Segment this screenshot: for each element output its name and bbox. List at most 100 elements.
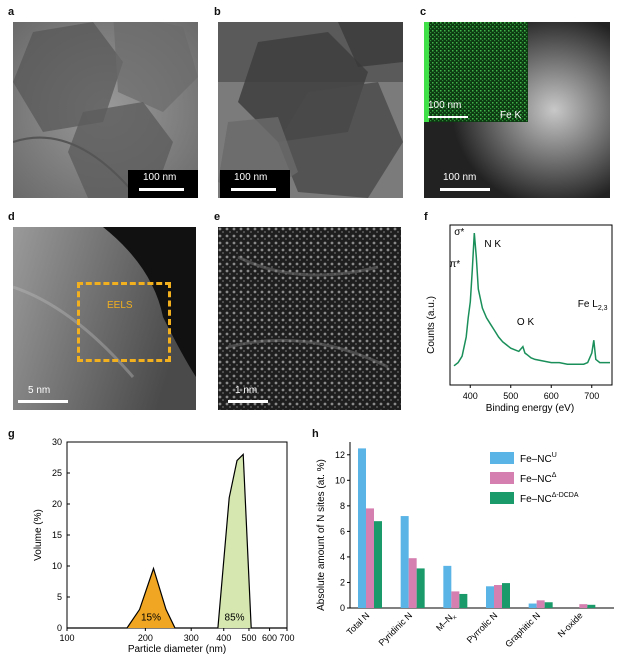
tem-image-a	[13, 22, 198, 198]
h-ytick-label-2: 4	[340, 552, 345, 562]
h-category-label-4: Graphitic N	[503, 610, 542, 649]
panel-letter-c: c	[420, 6, 427, 18]
scalebar-box-a	[128, 170, 198, 198]
g-distribution-line	[67, 453, 287, 629]
panel-letter-a: a	[8, 6, 15, 18]
g-xtick-label-5: 600	[262, 633, 277, 643]
scalebar-d	[18, 400, 68, 403]
g-xtick-label-6: 700	[279, 633, 294, 643]
panel-letter-h: h	[312, 428, 319, 440]
edx-map-graphic	[424, 22, 528, 122]
f-annotation-2: N K	[484, 239, 501, 250]
f-annotation-1: π*	[449, 259, 460, 270]
g-plot-frame	[66, 441, 288, 629]
h-bar-3-2	[502, 583, 510, 608]
h-bar-4-1	[536, 600, 545, 608]
stem-image-e-graphic	[218, 227, 401, 410]
h-bar-4-2	[544, 602, 553, 608]
scalebar-a	[139, 188, 184, 191]
h-bar-0-1	[366, 508, 374, 608]
h-legend-swatch-0	[490, 452, 514, 464]
stem-image-e	[218, 227, 401, 410]
eels-roi-box	[77, 282, 171, 362]
g-peak-label-0: 15%	[141, 613, 161, 624]
h-bar-1-0	[400, 516, 409, 608]
h-bar-2-0	[443, 565, 452, 608]
g-xtick-label-1: 200	[138, 633, 153, 643]
scalebar-c	[440, 188, 490, 191]
f-annotation-3: O K	[517, 317, 535, 328]
scalebar-b	[231, 188, 276, 191]
f-annotation-0: σ*	[454, 227, 464, 238]
scalebar-label-b: 100 nm	[234, 172, 268, 183]
panel-letter-e: e	[214, 211, 221, 223]
scalebar-label-a: 100 nm	[143, 172, 177, 183]
scalebar-e	[228, 400, 268, 403]
f-xtick-label-0: 400	[463, 391, 478, 401]
h-category-label-2: M–Nx	[434, 610, 458, 634]
h-legend-label-0: Fe–NCU	[520, 452, 557, 465]
f-annotation-4: Fe L2,3	[578, 299, 608, 312]
panel-letter-b: b	[214, 6, 221, 18]
g-ytick-label-4: 20	[52, 499, 62, 509]
f-xtick-label-1: 500	[503, 391, 518, 401]
f-xtick-label-2: 600	[544, 391, 559, 401]
f-plot-frame	[449, 224, 613, 386]
g-xtick-label-3: 400	[216, 633, 231, 643]
g-peak-fill-0	[127, 568, 175, 628]
scalebar-label-d: 5 nm	[28, 385, 51, 396]
scalebar-label-e: 1 nm	[235, 385, 258, 396]
g-ylabel: Volume (%)	[33, 509, 44, 561]
scalebar-box-b	[220, 170, 290, 198]
g-ytick-label-2: 10	[52, 561, 62, 571]
h-legend-label-2: Fe–NCΔ-DCDA	[520, 492, 579, 505]
h-ylabel: Absolute amount of N sites (at. %)	[316, 459, 327, 611]
h-bar-3-1	[494, 585, 502, 608]
h-bar-1-2	[416, 568, 425, 608]
h-category-label-5: N-oxide	[556, 610, 585, 639]
g-peak-fill-1	[217, 454, 252, 628]
g-xlabel: Particle diameter (nm)	[128, 644, 226, 655]
h-bar-0-2	[374, 521, 382, 608]
g-ytick-label-0: 0	[57, 623, 62, 633]
h-bar-3-0	[486, 586, 494, 608]
h-legend-label-1: Fe–NCΔ	[520, 472, 557, 485]
h-bar-1-1	[408, 558, 417, 608]
g-ytick-label-5: 25	[52, 468, 62, 478]
inset-scalebar-c	[428, 116, 468, 118]
h-bar-2-2	[459, 593, 468, 608]
particle-size-chart: Volume (%) Particle diameter (nm) 0 5 10 15…	[33, 437, 295, 655]
h-bar-0-0	[358, 448, 366, 608]
g-xtick-label-2: 300	[184, 633, 199, 643]
tem-image-a-graphic	[13, 22, 198, 198]
h-category-label-0: Total N	[345, 610, 372, 637]
h-category-label-3: Pyrrolic N	[465, 610, 500, 645]
h-bar-4-0	[528, 603, 537, 608]
g-xtick-label-0: 100	[59, 633, 74, 643]
f-xlabel: Binding energy (eV)	[486, 403, 574, 414]
n-sites-bar-chart: Absolute amount of N sites (at. %) 0 2 4 6 8…	[316, 442, 614, 649]
edx-map-inset	[424, 22, 528, 122]
g-ytick-label-1: 5	[57, 592, 62, 602]
inset-scalebar-label-c: 100 nm	[428, 100, 462, 111]
stem-image-d-graphic	[13, 227, 196, 410]
g-ytick-label-3: 15	[52, 530, 62, 540]
g-xtick-label-4: 500	[241, 633, 256, 643]
h-ytick-label-3: 6	[340, 526, 345, 536]
eels-roi-label: EELS	[107, 300, 133, 311]
eels-spectrum-chart: Counts (a.u.) Binding energy (eV) 400 500…	[426, 224, 613, 414]
h-legend-swatch-2	[490, 492, 514, 504]
h-ytick-label-4: 8	[340, 501, 345, 511]
h-ytick-label-5: 10	[335, 475, 345, 485]
inset-element-label-c: Fe K	[500, 110, 522, 121]
scalebar-label-c: 100 nm	[443, 172, 477, 183]
panel-letter-f: f	[424, 211, 428, 223]
stem-image-d	[13, 227, 196, 410]
f-ylabel: Counts (a.u.)	[426, 296, 437, 354]
h-legend-swatch-1	[490, 472, 514, 484]
h-bar-2-1	[451, 591, 460, 608]
h-bar-5-1	[579, 604, 588, 608]
f-spectrum-line	[453, 232, 610, 367]
f-xtick-label-3: 700	[584, 391, 599, 401]
h-ytick-label-6: 12	[335, 450, 345, 460]
